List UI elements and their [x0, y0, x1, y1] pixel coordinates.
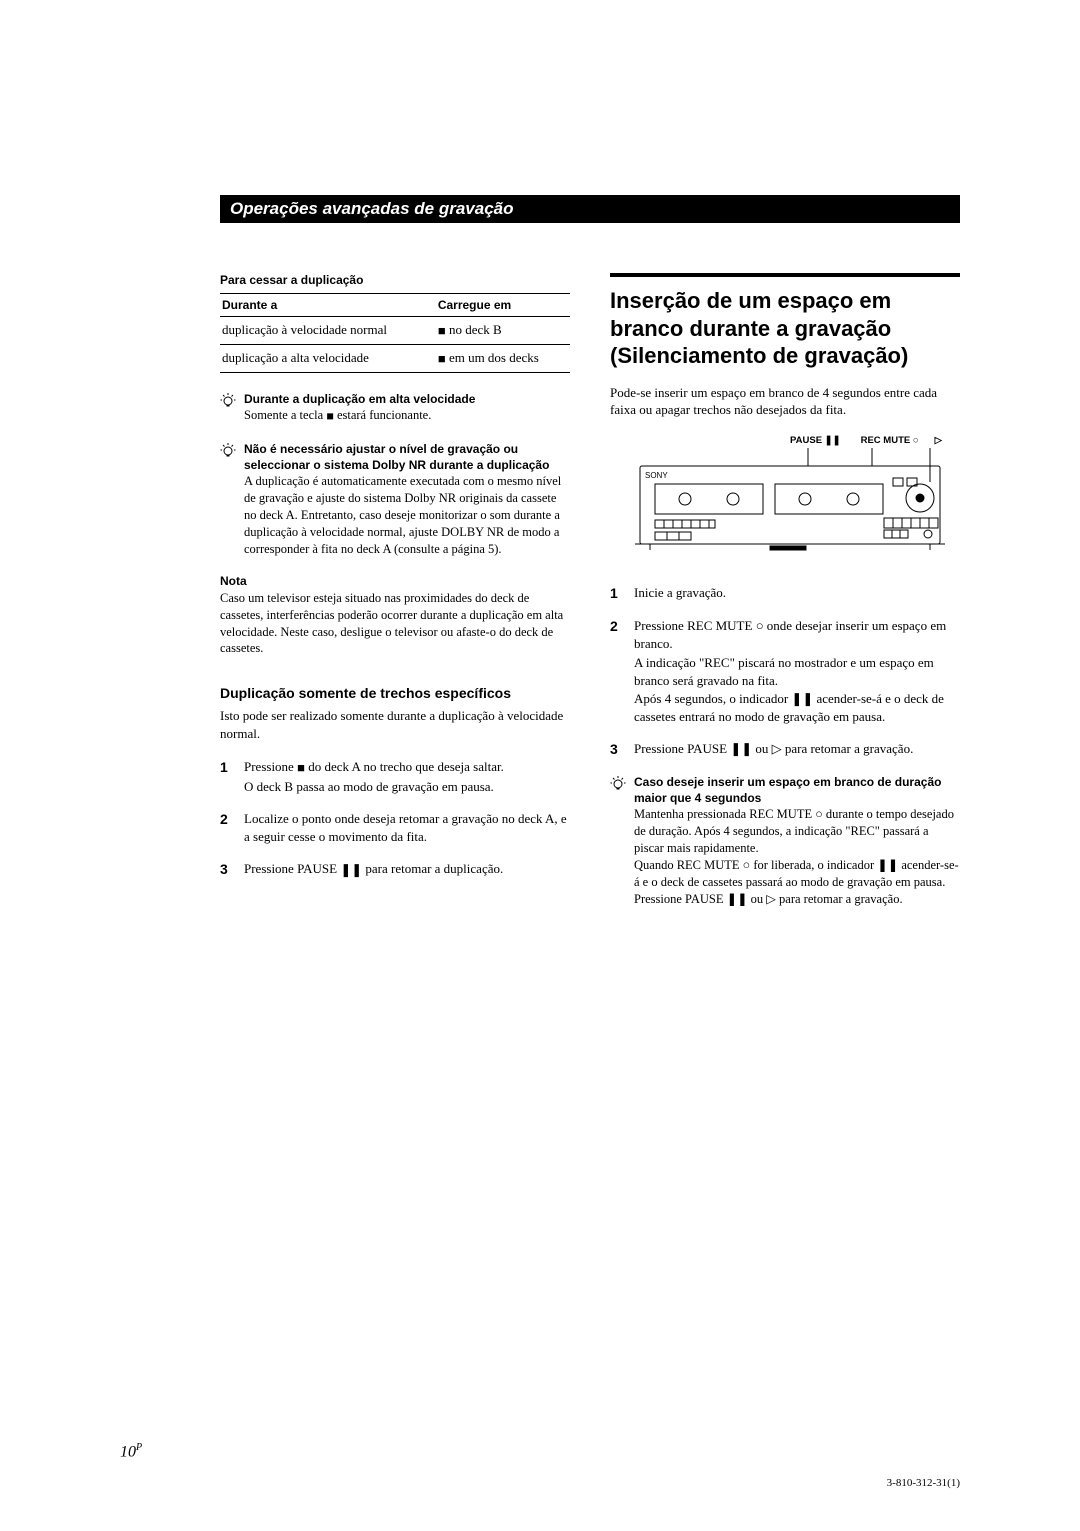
- step-number: 3: [220, 860, 234, 880]
- stop-icon: ■: [326, 408, 334, 425]
- title-line: (Silenciamento de gravação): [610, 343, 908, 368]
- step-number: 3: [610, 740, 624, 760]
- tip-high-speed: Durante a duplicação em alta velocidade …: [220, 391, 570, 425]
- tip-heading: Durante a duplicação em alta velocidade: [244, 391, 475, 407]
- cell: duplicação à velocidade normal: [220, 317, 436, 345]
- step-text: Pressione PAUSE: [244, 861, 340, 876]
- label-pause: PAUSE ❚❚: [790, 435, 841, 446]
- table-title: Para cessar a duplicação: [220, 273, 570, 287]
- tip-icon: [220, 442, 236, 558]
- label-recmute: REC MUTE ○: [861, 435, 919, 446]
- table-row: duplicação a alta velocidade ■ em um dos…: [220, 345, 570, 373]
- intro-text: Pode-se inserir um espaço em branco de 4…: [610, 384, 960, 419]
- tip-text: Somente a tecla: [244, 408, 326, 422]
- tip-icon: [610, 775, 626, 908]
- section-rule: [610, 273, 960, 277]
- step-text: para retomar a duplicação.: [362, 861, 503, 876]
- step-text: Localize o ponto onde deseja retomar a g…: [244, 810, 570, 846]
- tip-heading: Caso deseje inserir um espaço em branco …: [634, 774, 960, 806]
- tip-text: estará funcionante.: [334, 408, 432, 422]
- step-number: 1: [220, 758, 234, 795]
- list-item: 2 Localize o ponto onde deseja retomar a…: [220, 810, 570, 846]
- stop-icon: ■: [438, 323, 446, 339]
- cell-text: no deck B: [446, 322, 502, 337]
- tip-icon: [220, 392, 236, 425]
- tip-text: Quando REC MUTE ○ for liberada, o indica…: [634, 857, 960, 891]
- right-column: Inserção de um espaço em branco durante …: [610, 273, 960, 924]
- cell: duplicação a alta velocidade: [220, 345, 436, 373]
- left-column: Para cessar a duplicação Durante a Carre…: [220, 273, 570, 924]
- tip-text: Pressione PAUSE ❚❚ ou ▷ para retomar a g…: [634, 891, 960, 908]
- step-text: Pressione PAUSE ❚❚ ou ▷ para retomar a g…: [634, 740, 913, 760]
- tip-dolby: Não é necessário ajustar o nível de grav…: [220, 441, 570, 558]
- stop-icon: ■: [438, 351, 446, 367]
- stop-dup-table: Durante a Carregue em duplicação à veloc…: [220, 293, 570, 373]
- pause-icon: ❚❚: [340, 861, 362, 879]
- list-item: 3 Pressione PAUSE ❚❚ ou ▷ para retomar a…: [610, 740, 960, 760]
- note-text: Caso um televisor esteja situado nas pro…: [220, 590, 570, 658]
- title-line: branco durante a gravação: [610, 316, 891, 341]
- step-text: Pressione REC MUTE ○ onde desejar inseri…: [634, 617, 960, 653]
- step-tail: O deck B passa ao modo de gravação em pa…: [244, 778, 504, 796]
- cell-text: em um dos decks: [446, 350, 539, 365]
- list-item: 1 Inicie a gravação.: [610, 584, 960, 604]
- note-heading: Nota: [220, 574, 570, 588]
- step-text: Após 4 segundos, o indicador ❚❚ acender-…: [634, 690, 960, 726]
- intro-text: Isto pode ser realizado somente durante …: [220, 707, 570, 742]
- cell: ■ em um dos decks: [436, 345, 570, 373]
- doc-reference: 3-810-312-31(1): [887, 1477, 960, 1489]
- list-item: 2 Pressione REC MUTE ○ onde desejar inse…: [610, 617, 960, 726]
- th-durante: Durante a: [220, 294, 436, 317]
- steps-list-left: 1 Pressione ■ do deck A no trecho que de…: [220, 758, 570, 879]
- cell: ■ no deck B: [436, 317, 570, 345]
- subsection-heading: Duplicação somente de trechos específico…: [220, 685, 570, 701]
- step-text: do deck A no trecho que deseja saltar.: [305, 759, 504, 774]
- list-item: 1 Pressione ■ do deck A no trecho que de…: [220, 758, 570, 795]
- step-text: A indicação "REC" piscará no mostrador e…: [634, 654, 960, 690]
- section-banner: Operações avançadas de gravação: [220, 195, 960, 223]
- tip-heading: Não é necessário ajustar o nível de grav…: [244, 441, 570, 473]
- pagenum-sup: P: [136, 1442, 142, 1453]
- step-number: 2: [220, 810, 234, 846]
- step-number: 2: [610, 617, 624, 726]
- tip-text: Mantenha pressionada REC MUTE ○ durante …: [634, 806, 960, 857]
- stop-icon: ■: [297, 759, 305, 777]
- list-item: 3 Pressione PAUSE ❚❚ para retomar a dupl…: [220, 860, 570, 880]
- title-line: Inserção de um espaço em: [610, 288, 891, 313]
- device-diagram: PAUSE ❚❚ REC MUTE ○ ▷ SONY: [610, 435, 960, 558]
- page-number: 10P: [120, 1442, 142, 1461]
- pagenum-value: 10: [120, 1443, 136, 1460]
- step-text: Pressione: [244, 759, 297, 774]
- tip-longer-blank: Caso deseje inserir um espaço em branco …: [610, 774, 960, 908]
- steps-list-right: 1 Inicie a gravação. 2 Pressione REC MUT…: [610, 584, 960, 760]
- svg-text:SONY: SONY: [645, 471, 668, 480]
- section-title: Inserção de um espaço em branco durante …: [610, 287, 960, 370]
- step-number: 1: [610, 584, 624, 604]
- th-carregue: Carregue em: [436, 294, 570, 317]
- table-row: duplicação à velocidade normal ■ no deck…: [220, 317, 570, 345]
- label-play: ▷: [935, 435, 942, 446]
- step-text: Inicie a gravação.: [634, 584, 726, 604]
- tip-text: A duplicação é automaticamente executada…: [244, 473, 570, 557]
